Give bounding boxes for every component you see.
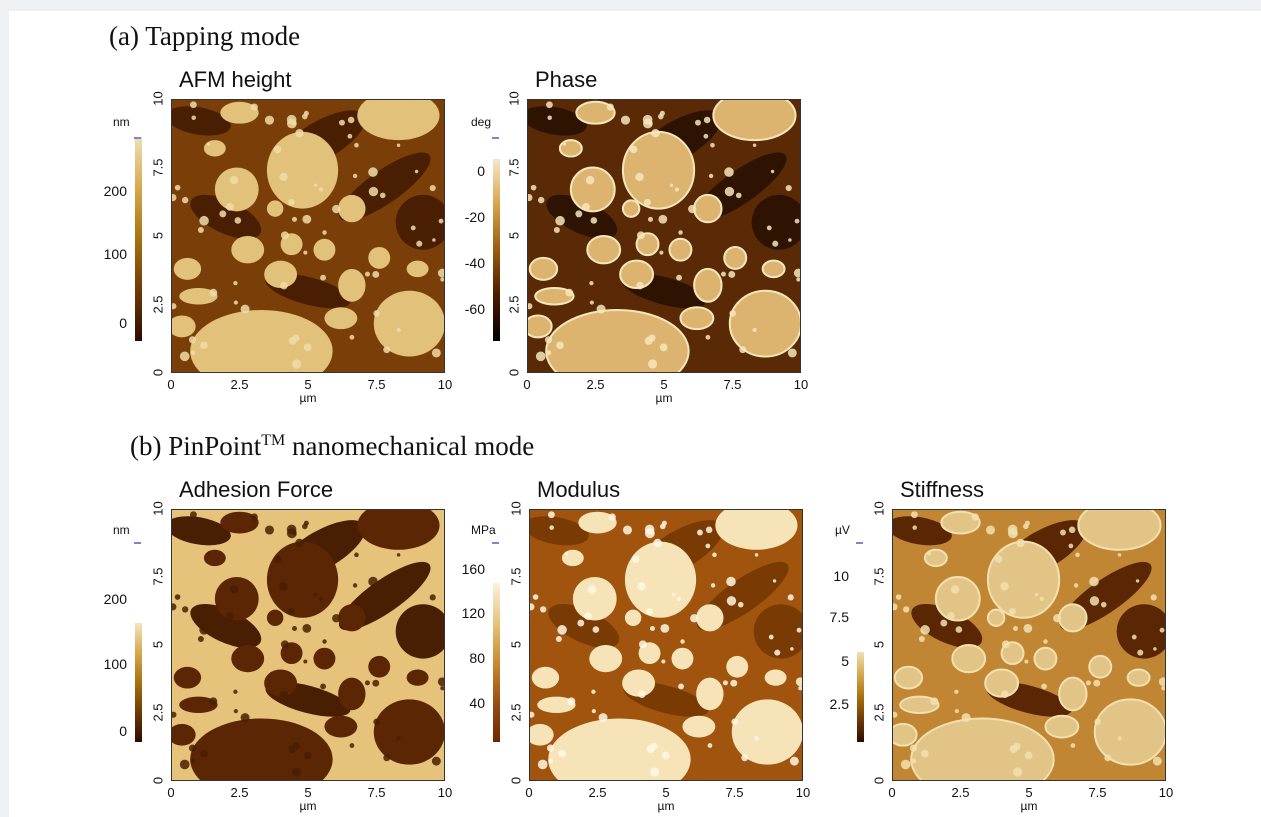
modulus-x-tick: 0 [525, 785, 533, 800]
section-a-title: (a) Tapping mode [109, 21, 301, 51]
phase-y-tick: 10 [506, 91, 522, 106]
adhesion-image [171, 509, 445, 781]
section-b-title-trademark: TM [261, 432, 286, 449]
modulus-unit: MPa [471, 523, 496, 537]
afm-height-colorbar-tick: 0 [119, 315, 127, 331]
stiffness-x-tick: 10 [1158, 785, 1174, 800]
phase-x-tick: 2.5 [586, 377, 605, 392]
afm-height-y-tick: 10 [150, 91, 166, 106]
afm-height-colorbar-tick: 100 [103, 246, 127, 262]
phase-y-tick: 2.5 [506, 294, 522, 314]
adhesion-colorbar-tick: 200 [103, 591, 127, 607]
phase-x-unit: µm [655, 391, 673, 405]
stiffness-colorbar-tick: 2.5 [829, 696, 849, 712]
adhesion-colorbar [135, 623, 142, 742]
phase-colorbar-tick: -40 [464, 255, 485, 271]
afm-height-y-tick: 5 [150, 231, 166, 240]
adhesion-y-tick: 5 [150, 640, 166, 649]
figure: (a) Tapping mode (b) PinPointTM nanomech… [9, 11, 1261, 817]
afm-height-x-tick: 7.5 [367, 377, 386, 392]
phase-title: Phase [535, 67, 598, 92]
modulus-colorbar [493, 583, 500, 742]
phase-colorbar [493, 159, 500, 341]
stiffness-y-tick: 2.5 [871, 703, 887, 722]
adhesion-x-tick: 10 [437, 785, 453, 800]
stiffness-unit: µV [835, 523, 850, 537]
afm-height-image [171, 99, 445, 373]
afm-height-title: AFM height [179, 67, 292, 92]
adhesion-x-tick: 0 [167, 785, 175, 800]
modulus-unit-marker [492, 542, 499, 544]
stiffness-y-tick: 5 [871, 640, 887, 649]
adhesion-y-tick: 7.5 [150, 567, 166, 586]
modulus-y-tick: 7.5 [508, 567, 524, 586]
stiffness-colorbar-tick: 5 [841, 653, 849, 669]
afm-height-x-unit: µm [299, 391, 317, 405]
phase-colorbar-tick: -20 [464, 209, 485, 225]
stiffness-colorbar-tick: 10 [833, 568, 849, 584]
phase-unit-marker [492, 137, 499, 139]
modulus-x-tick: 7.5 [725, 785, 744, 800]
phase-x-tick: 0 [523, 377, 531, 392]
stiffness-y-tick: 10 [871, 501, 887, 516]
section-b-title: (b) PinPointTM nanomechanical mode [130, 431, 534, 462]
modulus-colorbar-tick: 160 [461, 561, 485, 577]
modulus-x-unit: µm [657, 799, 675, 813]
adhesion-x-tick: 7.5 [367, 785, 386, 800]
modulus-title: Modulus [537, 477, 621, 502]
stiffness-colorbar [857, 652, 864, 742]
adhesion-colorbar-tick: 0 [119, 723, 127, 739]
afm-height-y-tick: 7.5 [150, 157, 166, 177]
adhesion-x-tick: 2.5 [230, 785, 249, 800]
phase-y-tick: 5 [506, 231, 522, 240]
phase-y-tick: 7.5 [506, 157, 522, 177]
afm-height-unit-marker [134, 137, 141, 139]
section-b-title-rest: nanomechanical mode [285, 431, 535, 461]
stiffness-x-unit: µm [1020, 799, 1038, 813]
stiffness-unit-marker [856, 542, 863, 544]
adhesion-unit-marker [134, 542, 141, 544]
phase-unit: deg [471, 115, 492, 129]
phase-image [527, 99, 801, 373]
phase-x-tick: 5 [660, 377, 668, 392]
stiffness-x-tick: 0 [888, 785, 896, 800]
section-b-title-main: (b) PinPoint [130, 431, 262, 461]
afm-height-x-tick: 2.5 [230, 377, 249, 392]
stiffness-x-tick: 7.5 [1088, 785, 1107, 800]
adhesion-x-unit: µm [299, 799, 317, 813]
afm-height-colorbar-tick: 200 [103, 183, 127, 199]
modulus-colorbar-tick: 40 [469, 695, 485, 711]
phase-x-tick: 10 [793, 377, 809, 392]
stiffness-x-tick: 2.5 [951, 785, 970, 800]
modulus-colorbar-tick: 80 [469, 650, 485, 666]
adhesion-x-tick: 5 [304, 785, 312, 800]
afm-height-colorbar [135, 137, 142, 341]
phase-x-tick: 7.5 [723, 377, 742, 392]
stiffness-x-tick: 5 [1025, 785, 1033, 800]
adhesion-unit: nm [113, 523, 130, 537]
afm-height-unit: nm [113, 115, 130, 129]
afm-height-x-tick: 0 [167, 377, 175, 392]
adhesion-y-tick: 10 [150, 501, 166, 516]
afm-height-y-tick: 2.5 [150, 294, 166, 314]
modulus-y-tick: 10 [508, 501, 524, 516]
stiffness-colorbar-tick: 7.5 [829, 609, 849, 625]
adhesion-title: Adhesion Force [179, 477, 334, 502]
modulus-x-tick: 10 [795, 785, 811, 800]
modulus-colorbar-tick: 120 [461, 605, 485, 621]
adhesion-y-tick: 2.5 [150, 703, 166, 722]
adhesion-colorbar-tick: 100 [103, 656, 127, 672]
afm-height-x-tick: 10 [437, 377, 453, 392]
modulus-x-tick: 2.5 [588, 785, 607, 800]
stiffness-y-tick: 7.5 [871, 567, 887, 586]
phase-colorbar-tick: 0 [477, 163, 485, 179]
modulus-y-tick: 2.5 [508, 703, 524, 722]
modulus-image [529, 509, 803, 781]
phase-colorbar-tick: -60 [464, 301, 485, 317]
stiffness-image [892, 509, 1166, 781]
modulus-y-tick: 5 [508, 640, 524, 649]
afm-height-x-tick: 5 [304, 377, 312, 392]
modulus-x-tick: 5 [662, 785, 670, 800]
stiffness-title: Stiffness [900, 477, 984, 502]
